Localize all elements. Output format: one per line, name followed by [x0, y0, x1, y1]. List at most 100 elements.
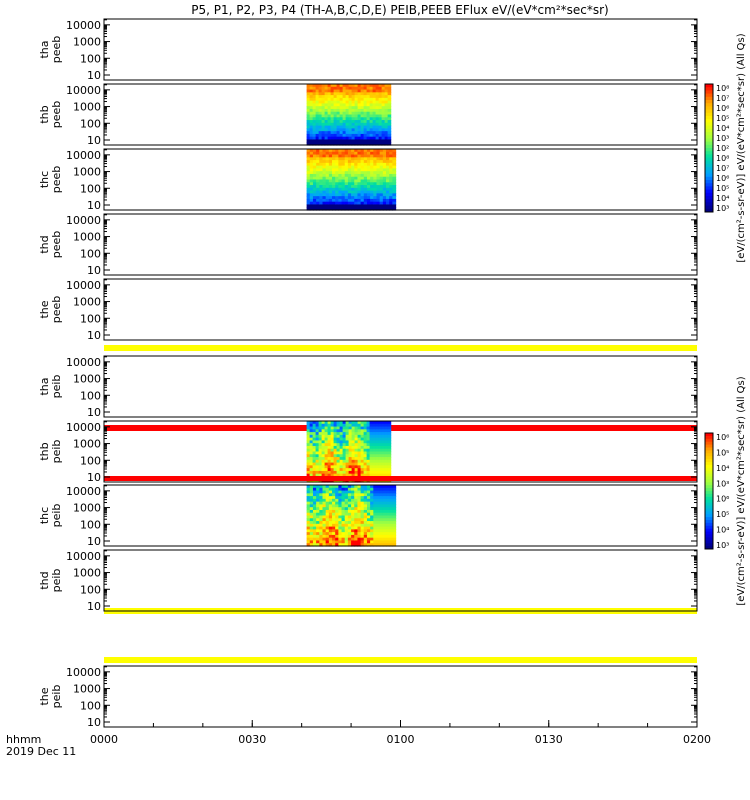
spectrogram-cell — [319, 521, 324, 525]
y-tick-label: 1000 — [73, 567, 101, 580]
spectrogram-cell — [373, 165, 378, 170]
spectrogram-cell — [351, 154, 355, 158]
spectrogram-cell — [345, 440, 350, 444]
spectrogram-cell — [315, 92, 320, 96]
colorbar-swatch — [705, 208, 713, 213]
spectrogram-cell — [309, 173, 314, 178]
spectrogram-cell — [354, 445, 359, 450]
spectrogram-cell — [379, 201, 384, 206]
spectrogram-cell — [351, 540, 355, 544]
spectrogram-cell — [366, 529, 371, 533]
spectrogram-cell — [336, 451, 341, 455]
spectrogram-cell — [309, 100, 314, 105]
spectrogram-cell — [312, 521, 317, 525]
spectrogram-cell — [312, 157, 317, 161]
spectrogram-cell — [347, 521, 352, 525]
spectrogram-cell — [322, 487, 327, 492]
spectrogram-cell — [312, 526, 317, 530]
spectrogram-cell — [322, 498, 327, 503]
spectrogram-cell — [373, 154, 378, 158]
spectrogram-cell — [309, 151, 314, 156]
spectrogram-cell — [345, 86, 350, 91]
spectrogram-cell — [357, 97, 362, 102]
y-tick-label: 1000 — [73, 101, 101, 114]
spectrogram-cell — [328, 196, 333, 200]
spectrogram-cell — [370, 509, 374, 514]
spectrogram-cell — [309, 543, 314, 547]
spectrogram-cell — [339, 131, 344, 135]
spectrogram-cell — [321, 462, 326, 466]
spectrogram-cell — [354, 198, 359, 203]
spectrogram-cell — [378, 440, 383, 444]
spectrogram-cell — [324, 92, 329, 96]
spectrogram-cell — [327, 437, 332, 442]
spectrogram-cell — [335, 493, 339, 497]
spectrogram-cell — [382, 529, 387, 533]
spectrogram-cell — [309, 84, 314, 88]
spectrogram-cell — [366, 496, 371, 500]
spectrogram-cell — [341, 160, 346, 164]
spectrogram-cell — [351, 493, 355, 497]
spectrogram-cell — [306, 487, 311, 492]
spectrogram-cell — [335, 187, 339, 192]
spectrogram-cell — [330, 84, 335, 88]
spectrogram-cell — [321, 133, 326, 138]
spectrogram-cell — [369, 470, 374, 475]
spectrogram-cell — [342, 89, 347, 93]
colorbar-tick-label: 10⁶ — [716, 174, 729, 183]
spectrogram-cell — [332, 518, 336, 522]
spectrogram-cell — [360, 149, 365, 153]
spectrogram-cell — [324, 470, 329, 475]
spectrogram-cell — [345, 470, 350, 475]
spectrogram-cell — [342, 440, 347, 444]
spectrogram-cell — [360, 173, 365, 178]
spectrogram-cell — [389, 162, 393, 167]
spectrogram-cell — [363, 448, 368, 453]
spectrogram-cell — [373, 501, 378, 506]
spectrogram-cell — [387, 122, 392, 127]
spectrogram-cell — [338, 498, 343, 503]
spectrogram-cell — [363, 185, 368, 189]
spectrogram-cell — [347, 501, 352, 506]
spectrogram-cell — [347, 498, 352, 503]
spectrogram-cell — [339, 429, 344, 433]
spectrogram-cell — [375, 139, 380, 143]
colorbar-swatch — [705, 151, 713, 155]
spectrogram-cell — [321, 92, 326, 96]
spectrogram-cell — [354, 100, 359, 105]
colorbar-swatch — [705, 433, 713, 437]
spectrogram-cell — [373, 490, 378, 494]
spectrogram-cell — [369, 100, 374, 105]
spectrogram-cell — [373, 190, 378, 194]
spectrogram-cell — [319, 543, 324, 547]
spectrogram-cell — [341, 496, 346, 500]
spectrogram-cell — [315, 139, 320, 143]
spectrogram-cell — [357, 443, 362, 447]
spectrogram-cell — [357, 185, 362, 189]
spectrogram-cell — [357, 204, 362, 208]
spectrogram-cell — [339, 100, 344, 105]
spectrogram-cell — [392, 187, 397, 192]
spectrogram-cell — [348, 434, 353, 439]
spectrogram-cell — [312, 537, 317, 542]
spectrogram-cell — [354, 515, 359, 519]
y-tick-label: 100 — [80, 518, 101, 531]
spectrogram-cell — [354, 532, 359, 536]
spectrogram-cell — [392, 204, 397, 208]
spectrogram-cell — [316, 498, 320, 503]
spectrogram-cell — [363, 534, 368, 539]
spectrogram-cell — [339, 95, 344, 99]
spectrogram-cell — [351, 136, 356, 141]
spectrogram-cell — [357, 437, 362, 442]
spectrogram-cell — [382, 543, 387, 547]
y-tick-label: 100 — [80, 52, 101, 65]
spectrogram-cell — [306, 190, 311, 194]
spectrogram-cell — [318, 432, 323, 436]
x-axis-label-hhmm: hhmm — [6, 733, 41, 746]
spectrogram-cell — [338, 521, 343, 525]
spectrogram-cell — [306, 437, 311, 442]
spectrogram-cell — [382, 496, 387, 500]
spectrogram-cell — [336, 97, 341, 102]
